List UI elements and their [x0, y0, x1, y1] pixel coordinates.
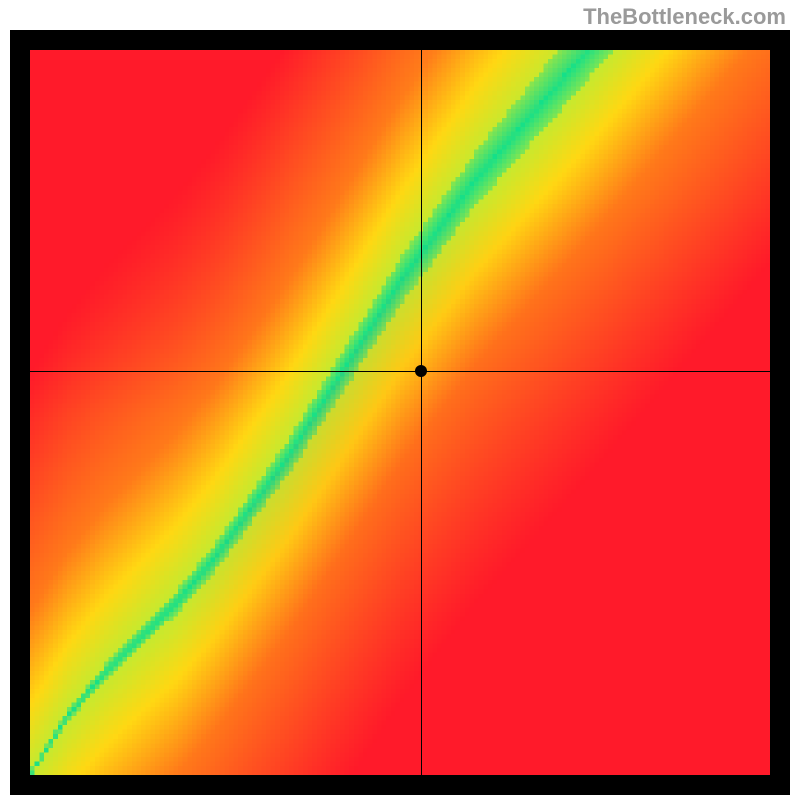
- target-point-marker: [415, 365, 427, 377]
- chart-container: TheBottleneck.com: [0, 0, 800, 800]
- plot-area: [30, 50, 770, 775]
- heatmap-canvas: [30, 50, 770, 775]
- watermark-text: TheBottleneck.com: [583, 4, 786, 30]
- crosshair-horizontal: [30, 371, 770, 372]
- crosshair-vertical: [421, 50, 422, 775]
